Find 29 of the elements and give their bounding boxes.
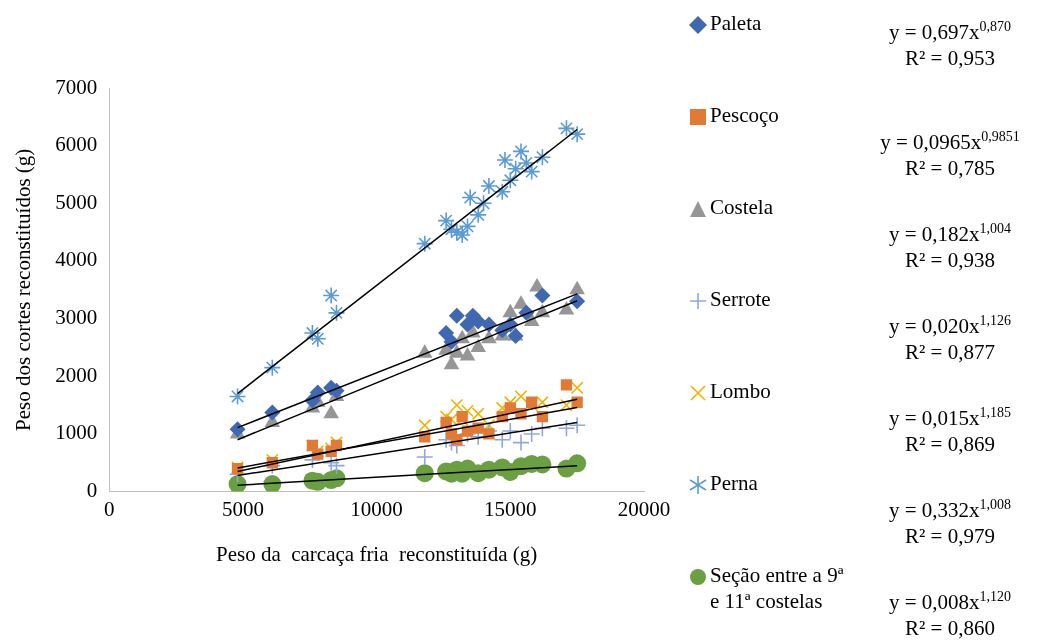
y-tick-label: 3000 — [55, 305, 98, 330]
y-tick-label: 5000 — [55, 189, 98, 214]
text: y = 0,020x$^{1,126}$ R² = 0,877 — [887, 312, 1013, 365]
y-tick-label: 1000 — [55, 420, 98, 445]
y-tick-label: 7000 — [55, 74, 98, 99]
x-tick-label: 15000 — [484, 496, 537, 521]
y-tick-label: 6000 — [55, 132, 98, 157]
text: y = 0,008x$^{1,120}$ R² = 0,860 — [887, 588, 1013, 641]
legend-label: Paleta — [710, 10, 763, 36]
y-tick-label: 0 — [86, 478, 98, 503]
text: y = 0,182x$^{1,004}$ R² = 0,938 — [887, 220, 1013, 273]
legend-label: Pescoço — [710, 102, 780, 128]
x-tick-label: 20000 — [617, 496, 671, 521]
text: y = 0,0965x$^{0,9851}$ R² = 0,785 — [879, 128, 1021, 181]
text: y = 0,332x$^{1,008}$ R² = 0,979 — [887, 496, 1013, 549]
legend-label: Seção entre a 9ª e 11ª costelas — [710, 562, 845, 614]
x-tick-label: 5000 — [221, 496, 264, 521]
legend-label: Perna — [710, 470, 759, 496]
legend-label: Costela — [710, 194, 774, 220]
x-tick-label: 0 — [103, 496, 115, 521]
text: y = 0,697x$^{0,870}$ R² = 0,953 — [887, 18, 1013, 71]
legend-label: Lombo — [710, 378, 772, 404]
y-tick-label: 2000 — [55, 362, 98, 387]
x-tick-label: 10000 — [350, 496, 403, 521]
y-tick-label: 4000 — [55, 247, 98, 272]
y-axis-title: Peso dos cortes reconstituídos (g) — [11, 148, 36, 431]
text: y = 0,015x$^{1,185}$ R² = 0,869 — [887, 404, 1013, 457]
legend-label: Serrote — [710, 286, 772, 312]
x-axis-title: Peso da carcaça fria reconstituída (g) — [215, 541, 538, 566]
